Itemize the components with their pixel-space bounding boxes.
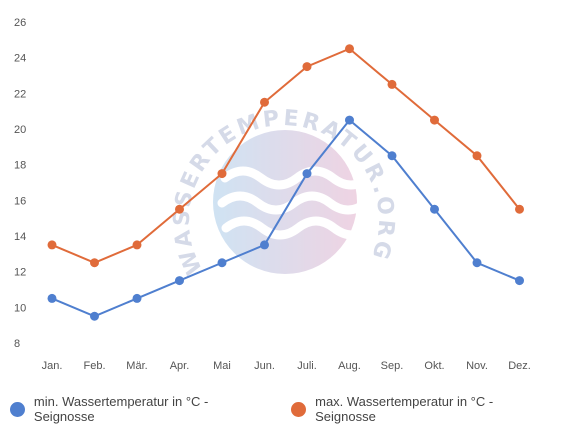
x-tick-label: Aug. bbox=[338, 360, 361, 372]
x-tick-label: Okt. bbox=[424, 360, 444, 372]
series-line-max bbox=[51, 47, 521, 264]
data-point-min[interactable] bbox=[302, 169, 312, 179]
y-tick-label: 10 bbox=[14, 302, 26, 314]
x-tick-label: Mär. bbox=[126, 360, 147, 372]
y-tick-label: 16 bbox=[14, 195, 26, 207]
data-point-max[interactable] bbox=[345, 44, 354, 54]
y-axis: 8 10 12 14 16 18 20 22 24 26 bbox=[14, 17, 26, 350]
data-point-max[interactable] bbox=[302, 62, 312, 72]
series-line-min bbox=[51, 118, 520, 318]
x-tick-label: Mai bbox=[213, 360, 231, 372]
legend-item-max[interactable]: max. Wassertemperatur in °C - Seignosse bbox=[291, 394, 556, 424]
data-point-min[interactable] bbox=[217, 258, 227, 268]
y-tick-label: 20 bbox=[14, 124, 26, 136]
y-tick-label: 18 bbox=[14, 160, 26, 172]
data-point-max[interactable] bbox=[132, 240, 142, 250]
legend-marker-min bbox=[10, 401, 25, 417]
data-point-min[interactable] bbox=[515, 276, 524, 286]
x-tick-label: Feb. bbox=[83, 360, 105, 372]
y-tick-label: 24 bbox=[14, 53, 26, 65]
data-point-max[interactable] bbox=[175, 204, 184, 214]
series-max bbox=[47, 44, 524, 268]
data-point-max[interactable] bbox=[47, 240, 57, 250]
y-tick-label: 14 bbox=[14, 231, 26, 243]
legend-item-min[interactable]: min. Wassertemperatur in °C - Seignosse bbox=[10, 394, 271, 424]
data-point-min[interactable] bbox=[260, 240, 269, 250]
y-tick-label: 8 bbox=[14, 338, 20, 350]
y-tick-label: 26 bbox=[14, 17, 26, 29]
data-point-min[interactable] bbox=[345, 115, 354, 125]
x-tick-label: Dez. bbox=[508, 360, 531, 372]
x-tick-label: Jan. bbox=[42, 360, 63, 372]
x-axis: Jan. Feb. Mär. Apr. Mai Jun. Juli. Aug. Sep. Okt.… bbox=[42, 360, 531, 372]
data-point-max[interactable] bbox=[387, 79, 397, 89]
series-min bbox=[47, 115, 524, 321]
data-point-min[interactable] bbox=[387, 151, 397, 161]
data-point-max[interactable] bbox=[217, 169, 227, 179]
data-point-max[interactable] bbox=[260, 97, 269, 107]
y-tick-label: 12 bbox=[14, 267, 26, 279]
watermark-circle bbox=[213, 130, 357, 274]
data-point-max[interactable] bbox=[430, 115, 439, 125]
data-point-max[interactable] bbox=[515, 204, 524, 214]
x-tick-label: Sep. bbox=[381, 360, 404, 372]
legend-label-min: min. Wassertemperatur in °C - Seignosse bbox=[33, 394, 209, 424]
legend-label-max: max. Wassertemperatur in °C - Seignosse bbox=[315, 394, 494, 424]
y-tick-label: 22 bbox=[14, 88, 26, 100]
water-temperature-chart: WASSERTEMPERATUR.ORG 8101214161820222426… bbox=[14, 17, 531, 372]
series-layer bbox=[47, 44, 524, 321]
x-tick-label: Juli. bbox=[297, 360, 317, 372]
x-tick-label: Jun. bbox=[254, 360, 275, 372]
data-point-max[interactable] bbox=[90, 258, 99, 268]
legend: min. Wassertemperatur in °C - Seignosse … bbox=[0, 394, 566, 424]
data-point-min[interactable] bbox=[90, 311, 99, 321]
data-point-min[interactable] bbox=[430, 204, 439, 214]
data-point-min[interactable] bbox=[47, 293, 57, 303]
x-tick-label: Nov. bbox=[466, 360, 488, 372]
x-tick-label: Apr. bbox=[170, 360, 190, 372]
data-point-min[interactable] bbox=[472, 258, 482, 268]
data-point-min[interactable] bbox=[175, 276, 184, 286]
data-point-min[interactable] bbox=[132, 293, 142, 303]
data-point-max[interactable] bbox=[472, 151, 482, 161]
legend-marker-max bbox=[291, 401, 307, 417]
